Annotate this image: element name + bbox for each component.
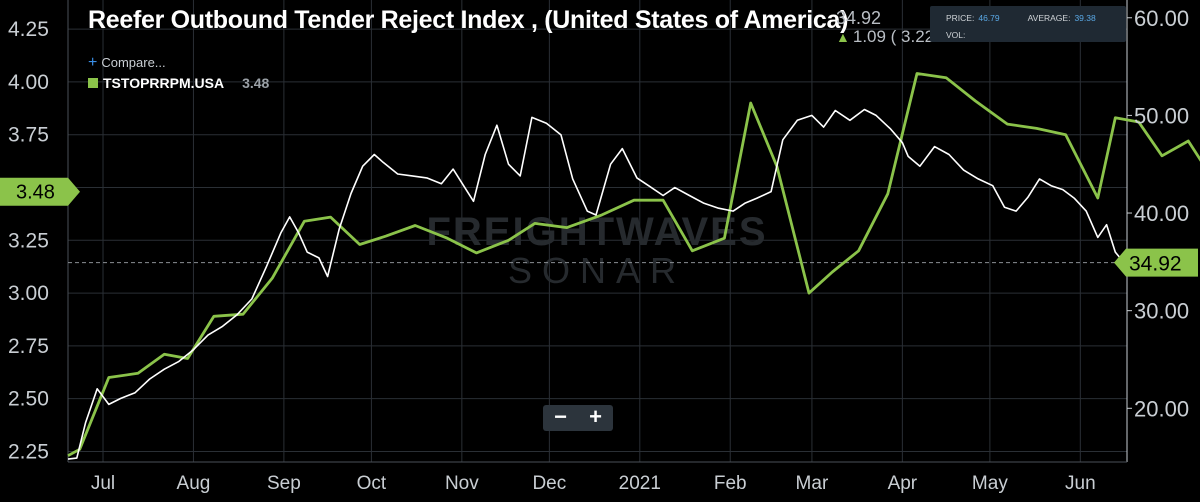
left-tick-label: 3.75: [8, 124, 49, 147]
x-tick-label: Sep: [267, 473, 301, 494]
last-value: 34.92: [836, 8, 882, 28]
legend-item-tstoprrpm[interactable]: TSTOPRRPM.USA 3.48: [88, 75, 269, 91]
arrow-up-icon: ▲: [836, 29, 850, 45]
right-tick-label: 60.00: [1134, 6, 1189, 31]
change-value: 1.09 ( 3.22: [852, 27, 935, 46]
x-tick-label: Feb: [714, 473, 747, 494]
x-tick-label: May: [972, 473, 1008, 494]
x-tick-label: 2021: [619, 473, 661, 494]
left-value-marker: [0, 177, 80, 206]
right-tick-label: 20.00: [1134, 396, 1189, 421]
right-tick-label: 30.00: [1134, 299, 1189, 324]
legend-swatch: [88, 78, 98, 88]
watermark-sonar: SONAR: [508, 250, 686, 291]
left-tick-label: 3.00: [8, 282, 49, 305]
series-line-tstoprrpm: [67, 72, 1200, 457]
legend-value: 3.48: [242, 75, 270, 91]
price-value: 46.79: [978, 13, 1000, 23]
legend-symbol: TSTOPRRPM.USA: [103, 75, 225, 91]
zoom-out-button[interactable]: −: [554, 404, 567, 429]
chart-grid: [67, 0, 1132, 463]
x-tick-label: Jun: [1065, 473, 1096, 494]
series-group: [67, 72, 1200, 460]
price-label: PRICE:: [946, 13, 975, 23]
left-tick-label: 3.25: [8, 229, 49, 252]
compare-button[interactable]: + Compare...: [88, 54, 166, 72]
zoom-in-button[interactable]: +: [589, 404, 602, 429]
value-markers: 3.48 34.92: [0, 177, 1198, 277]
price-info-box: PRICE: 46.79 AVERAGE: 39.38 VOL:: [930, 6, 1126, 42]
x-tick-label: Apr: [888, 473, 918, 494]
x-tick-label: Jul: [91, 473, 115, 494]
x-tick-label: Aug: [177, 473, 211, 494]
axis-labels: Jul Aug Sep Oct Nov Dec 2021 Feb Mar Apr May Jun 2.2…: [8, 6, 1189, 494]
x-tick-label: Oct: [357, 473, 387, 494]
sonar-watermark: FREIGHTWAVES SONAR: [426, 210, 765, 291]
series-line-reefer-otri: [67, 108, 1125, 460]
left-tick-label: 2.75: [8, 335, 49, 358]
zoom-controls: − +: [543, 405, 613, 431]
vol-label: VOL:: [946, 30, 966, 40]
x-tick-label: Dec: [532, 473, 566, 494]
average-label: AVERAGE:: [1027, 13, 1071, 23]
change-indicator: ▲ 1.09 ( 3.22: [836, 27, 934, 47]
x-tick-label: Mar: [796, 473, 829, 494]
price-row: PRICE: 46.79 AVERAGE: 39.38: [946, 13, 1096, 23]
left-value-marker-label: 3.48: [16, 182, 55, 204]
left-tick-label: 4.25: [8, 18, 49, 41]
right-tick-label: 40.00: [1134, 201, 1189, 226]
compare-label: Compare...: [101, 55, 166, 70]
left-tick-label: 4.00: [8, 71, 49, 94]
right-tick-label: 50.00: [1134, 103, 1189, 128]
left-tick-label: 2.50: [8, 388, 49, 411]
left-tick-label: 2.25: [8, 440, 49, 463]
plus-icon: +: [88, 54, 98, 71]
right-value-marker: [1114, 248, 1198, 277]
right-value-marker-label: 34.92: [1129, 253, 1182, 276]
average-value: 39.38: [1074, 13, 1096, 23]
chart-title: Reefer Outbound Tender Reject Index , (U…: [88, 6, 849, 34]
x-tick-label: Nov: [445, 473, 479, 494]
